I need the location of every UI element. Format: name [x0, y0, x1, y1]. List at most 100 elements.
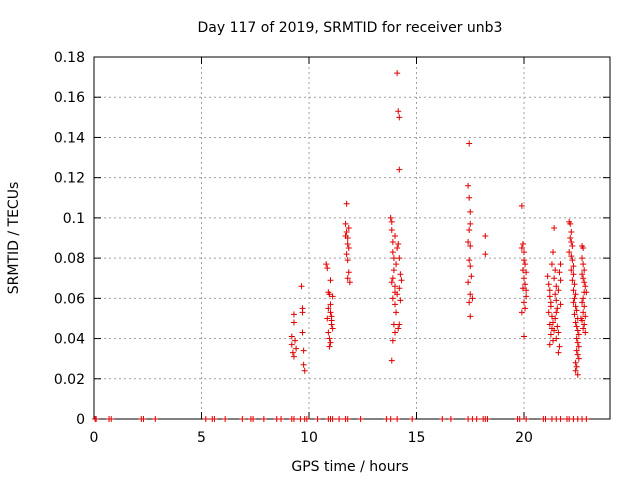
data-point — [466, 299, 473, 306]
data-point — [580, 325, 587, 332]
data-point — [466, 257, 473, 264]
data-point — [546, 321, 553, 328]
data-point — [580, 309, 587, 316]
data-point — [570, 287, 577, 294]
data-point — [392, 329, 398, 336]
data-point — [572, 319, 579, 326]
data-point — [568, 253, 575, 260]
data-point — [516, 416, 523, 422]
data-point — [343, 200, 350, 207]
data-point — [392, 301, 398, 308]
data-point — [580, 275, 587, 282]
data-point — [345, 224, 352, 231]
data-point — [202, 416, 209, 422]
data-point — [574, 339, 581, 346]
x-axis-label: GPS time / hours — [291, 459, 408, 475]
data-point — [393, 309, 400, 316]
data-point — [439, 416, 446, 422]
data-point — [396, 255, 403, 262]
data-point — [327, 309, 334, 316]
data-point — [293, 345, 300, 352]
data-point — [553, 335, 560, 342]
data-point — [555, 349, 562, 356]
data-point — [324, 265, 331, 272]
y-tick-label: 0.02 — [54, 372, 85, 388]
data-point — [572, 303, 579, 310]
data-point — [518, 245, 525, 252]
y-tick-label: 0 — [76, 412, 85, 428]
data-point — [523, 293, 530, 300]
data-point — [518, 309, 525, 316]
data-point — [583, 416, 590, 422]
data-point — [327, 301, 334, 308]
data-point — [301, 367, 308, 374]
data-point — [395, 241, 402, 248]
data-point — [250, 416, 257, 422]
y-tick-label: 0.1 — [63, 211, 85, 227]
data-point — [466, 194, 473, 201]
data-point — [396, 321, 403, 328]
data-point — [389, 239, 396, 246]
data-point — [465, 279, 472, 286]
data-point — [387, 416, 394, 422]
data-point — [325, 305, 332, 312]
data-point — [571, 311, 578, 318]
data-point — [344, 257, 351, 264]
data-point — [300, 347, 307, 354]
data-point — [327, 339, 334, 346]
data-point — [575, 331, 582, 338]
data-point — [468, 273, 475, 280]
data-point — [388, 357, 395, 364]
data-point — [326, 343, 333, 350]
data-point — [582, 313, 589, 320]
data-point — [570, 271, 577, 278]
data-point — [546, 287, 553, 294]
data-point — [342, 232, 349, 239]
data-point — [580, 295, 587, 302]
data-point — [324, 315, 331, 322]
data-point — [568, 228, 575, 235]
data-point — [545, 281, 552, 288]
data-point — [551, 327, 558, 334]
data-point — [568, 267, 575, 274]
data-point — [344, 275, 351, 282]
data-point — [522, 305, 529, 312]
data-point — [551, 224, 558, 231]
data-point — [299, 329, 306, 336]
data-point — [573, 363, 580, 370]
data-point — [521, 249, 527, 256]
data-point — [553, 283, 560, 290]
data-point — [569, 277, 576, 284]
data-point — [572, 367, 579, 374]
data-point — [518, 202, 525, 209]
data-point — [566, 249, 573, 256]
x-tick-label: 5 — [197, 430, 206, 446]
data-point — [394, 291, 401, 298]
data-point — [519, 267, 526, 274]
data-point — [152, 416, 159, 422]
y-axis-label: SRMTID / TECUs — [6, 182, 22, 295]
data-point — [469, 295, 476, 302]
data-point — [579, 299, 586, 306]
data-point — [394, 245, 401, 252]
data-point — [326, 335, 333, 342]
data-point — [140, 416, 147, 422]
data-point — [522, 261, 529, 268]
data-point — [554, 305, 561, 312]
data-point — [556, 343, 563, 350]
data-point — [326, 291, 333, 298]
data-point — [557, 416, 564, 422]
data-point — [289, 349, 296, 356]
data-points — [92, 70, 590, 422]
data-point — [329, 325, 336, 332]
data-point — [572, 359, 579, 366]
data-point — [582, 329, 589, 336]
data-point — [579, 271, 586, 278]
data-point — [571, 295, 578, 302]
data-point — [397, 271, 404, 278]
data-point — [554, 323, 561, 330]
data-point — [482, 251, 489, 258]
data-point — [482, 232, 489, 239]
data-point — [522, 281, 529, 288]
